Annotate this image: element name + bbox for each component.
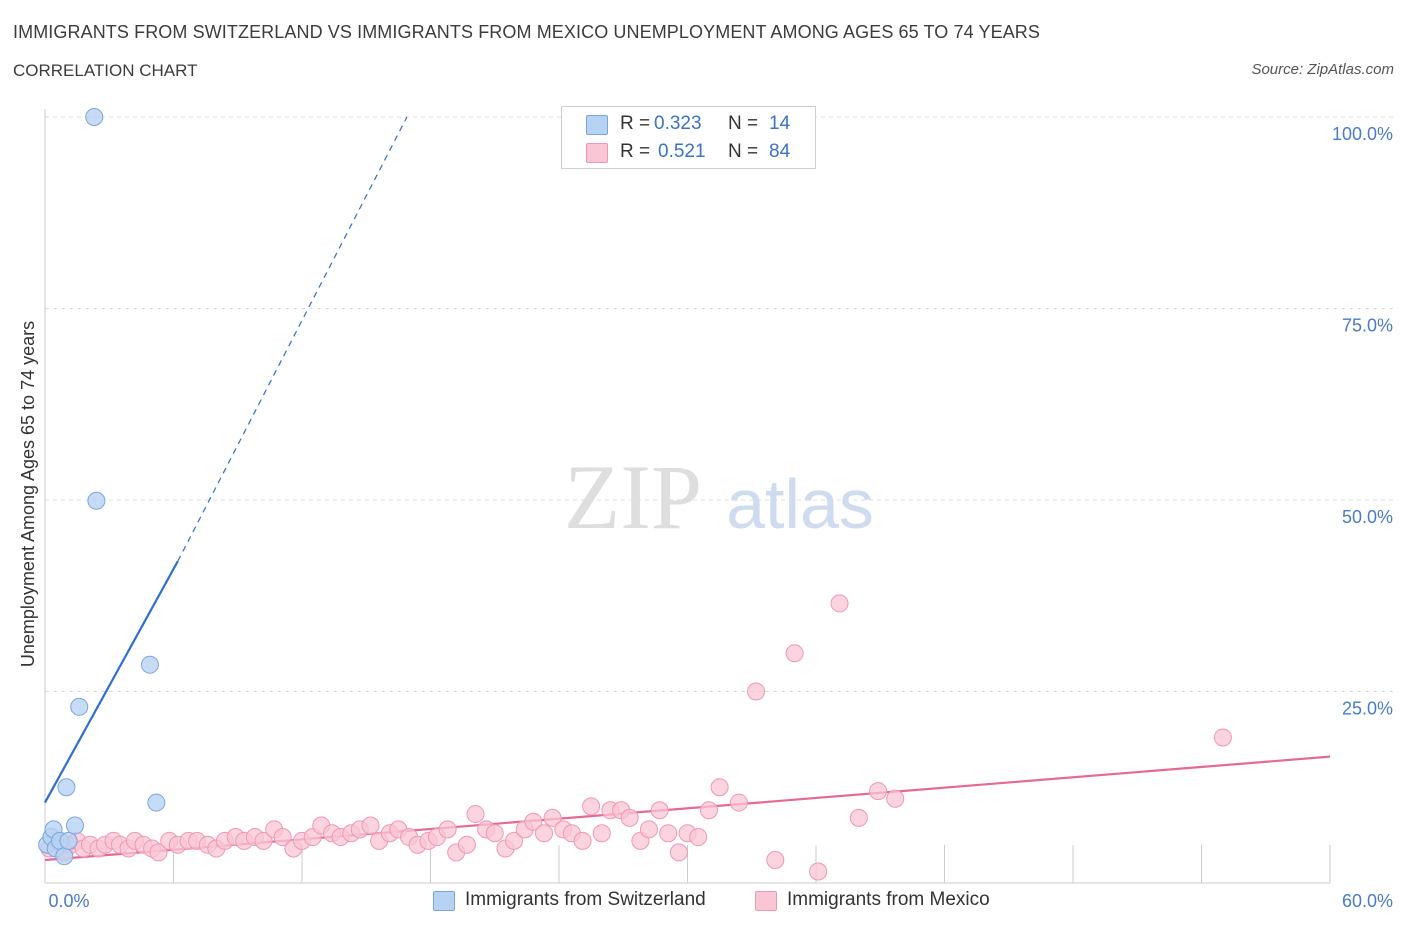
n-label: N = <box>728 141 759 162</box>
chart-subtitle: CORRELATION CHART <box>13 61 198 80</box>
mexico-point <box>438 820 457 839</box>
y-tick-label: 75.0% <box>1342 316 1393 336</box>
mexico-point <box>849 808 868 827</box>
switzerland-point <box>140 655 159 674</box>
mexico-point <box>457 835 476 854</box>
tick-labels: 25.0% 50.0% 75.0% 100.0% 0.0% 60.0% <box>48 124 1393 911</box>
mexico-point <box>466 805 485 824</box>
switzerland-point <box>85 108 104 126</box>
mexico-point <box>886 789 905 808</box>
y-tick-label: 25.0% <box>1342 699 1393 719</box>
mexico-point <box>669 843 688 862</box>
n-label: N = <box>728 113 759 134</box>
y-tick-label: 50.0% <box>1342 507 1393 527</box>
y-axis-label: Unemployment Among Ages 65 to 74 years <box>18 321 38 667</box>
switzerland-point <box>59 831 78 850</box>
mexico-point <box>659 824 678 843</box>
axes <box>44 109 1331 884</box>
mexico-point <box>785 644 804 663</box>
n-value-mexico: 84 <box>769 141 791 162</box>
mexico-point <box>485 824 504 843</box>
mexico-point <box>254 831 273 850</box>
mexico-point <box>524 812 543 831</box>
switzerland-point <box>87 491 106 510</box>
r-value-switzerland: 0.323 <box>654 113 702 134</box>
mexico-point <box>620 808 639 827</box>
watermark-zip: ZIP <box>564 446 702 548</box>
switzerland-point <box>57 778 76 797</box>
y-tick-label: 100.0% <box>1332 124 1393 144</box>
switzerland-legend-label: Immigrants from Switzerland <box>465 889 706 910</box>
switzerland-trend-line <box>44 560 179 804</box>
mexico-point <box>361 816 380 835</box>
gridlines <box>45 116 1395 692</box>
switzerland-point <box>65 816 84 835</box>
mexico-legend-swatch <box>755 891 777 911</box>
x-tick-label-min: 0.0% <box>48 891 89 911</box>
mexico-point <box>689 828 708 847</box>
n-value-switzerland: 14 <box>769 113 791 134</box>
mexico-point <box>573 831 592 850</box>
chart-title: IMMIGRANTS FROM SWITZERLAND VS IMMIGRANT… <box>13 22 1041 42</box>
mexico-swatch <box>586 143 608 163</box>
mexico-point <box>699 801 718 820</box>
mexico-point <box>747 682 766 701</box>
mexico-point <box>505 831 524 850</box>
mexico-point <box>535 824 554 843</box>
switzerland-swatch <box>586 115 608 135</box>
switzerland-point <box>147 793 166 812</box>
mexico-point <box>650 801 669 820</box>
mexico-point <box>1213 728 1232 747</box>
switzerland-legend-swatch <box>433 891 455 911</box>
switzerland-point <box>70 697 89 716</box>
mexico-point <box>830 594 849 613</box>
mexico-point <box>273 828 292 847</box>
x-tick-label-max: 60.0% <box>1342 891 1393 911</box>
mexico-point <box>766 851 785 870</box>
mexico-legend-label: Immigrants from Mexico <box>787 889 990 910</box>
r-label: R = <box>620 113 651 134</box>
watermark-atlas: atlas <box>726 465 874 543</box>
mexico-point <box>543 808 562 827</box>
mexico-point <box>729 793 748 812</box>
switzerland-point <box>55 847 74 866</box>
switzerland-trend-extension <box>177 116 408 562</box>
mexico-point <box>869 782 888 801</box>
r-value-mexico: 0.521 <box>658 141 706 162</box>
watermark: ZIP atlas <box>564 446 874 548</box>
mexico-point <box>592 824 611 843</box>
mexico-point <box>639 820 658 839</box>
correlation-legend: R = 0.323 N = 14 R = 0.521 N = 84 <box>561 106 816 169</box>
mexico-point <box>582 797 601 816</box>
mexico-point <box>710 778 729 797</box>
mexico-point <box>809 862 828 881</box>
source-credit: Source: ZipAtlas.com <box>1251 61 1394 78</box>
r-label: R = <box>620 141 651 162</box>
mexico-point <box>149 843 168 862</box>
data-points <box>38 108 1232 881</box>
